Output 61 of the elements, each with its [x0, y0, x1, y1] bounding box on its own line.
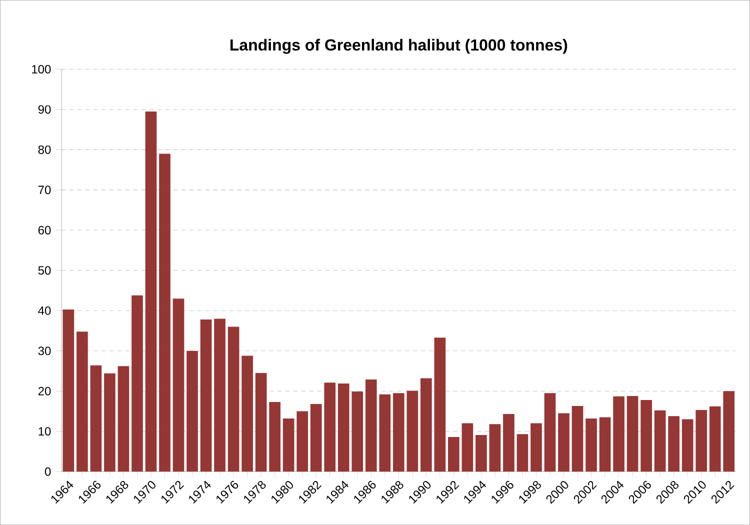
y-tick-label: 100 — [32, 64, 51, 74]
bar — [76, 331, 88, 472]
bar — [338, 383, 350, 472]
bar — [242, 356, 253, 472]
bar — [200, 319, 212, 472]
bar — [723, 391, 735, 472]
bar — [544, 393, 556, 472]
bar — [104, 373, 116, 472]
bar — [324, 382, 336, 472]
bar — [406, 390, 418, 472]
bar — [462, 423, 474, 472]
bar — [558, 413, 570, 472]
y-tick-label: 90 — [38, 105, 51, 114]
y-tick-label: 10 — [38, 427, 51, 436]
y-tick-label: 70 — [38, 186, 51, 194]
bar — [572, 406, 584, 472]
y-tick-label: 50 — [38, 266, 51, 275]
bar — [476, 434, 487, 472]
y-tick-label: 30 — [38, 346, 51, 356]
bar — [186, 350, 198, 472]
bar — [132, 295, 143, 472]
bar — [159, 154, 170, 472]
bar — [214, 318, 226, 472]
bar — [709, 406, 721, 472]
bar — [90, 365, 102, 472]
bar — [682, 419, 694, 472]
bar — [626, 396, 638, 472]
y-tick-label: 40 — [38, 306, 51, 315]
bar — [448, 436, 460, 472]
bar — [172, 298, 184, 472]
bar — [269, 402, 280, 472]
y-tick-label: 60 — [38, 226, 51, 234]
bar — [118, 366, 130, 472]
bar — [640, 400, 652, 472]
bar — [696, 410, 708, 472]
bar — [228, 326, 240, 472]
bar — [282, 418, 294, 472]
bar — [365, 379, 377, 472]
bar — [530, 423, 542, 472]
bar — [489, 424, 501, 472]
bar — [310, 404, 322, 472]
bar — [586, 418, 597, 472]
bar — [379, 394, 391, 472]
bar — [599, 417, 611, 472]
bar — [352, 391, 364, 472]
y-tick-label: 20 — [38, 386, 51, 396]
bar — [145, 111, 157, 472]
bar — [613, 396, 624, 472]
bar — [516, 434, 528, 472]
bar — [296, 411, 308, 472]
bar — [62, 309, 74, 472]
bar — [654, 410, 666, 472]
bar — [434, 338, 446, 472]
bar — [255, 372, 267, 472]
bar — [420, 378, 432, 472]
bar — [392, 393, 404, 472]
y-tick-label: 80 — [38, 145, 51, 154]
y-tick-label: 0 — [44, 467, 51, 476]
bar — [668, 416, 680, 472]
chart-title: Landings of Greenland halibut (1000 tonnes) — [230, 38, 568, 54]
bar — [503, 414, 514, 472]
